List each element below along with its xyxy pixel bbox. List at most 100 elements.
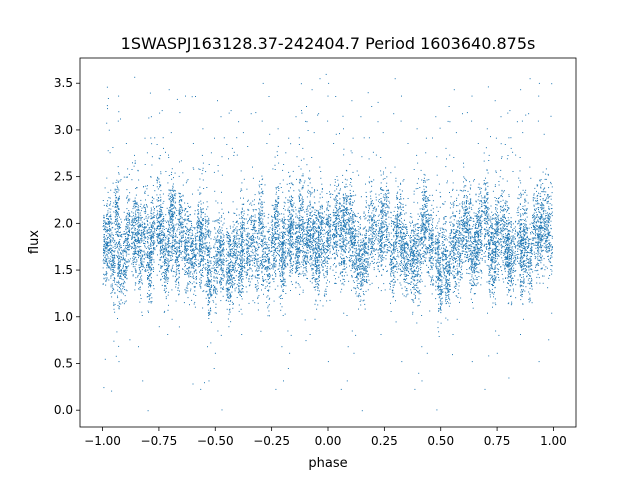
data-point xyxy=(240,190,241,192)
data-point xyxy=(132,212,134,214)
data-point xyxy=(271,250,273,252)
data-point xyxy=(111,283,113,285)
data-point xyxy=(213,277,215,279)
data-point xyxy=(159,217,161,219)
data-point xyxy=(169,200,171,202)
data-point xyxy=(264,268,266,270)
data-point xyxy=(254,199,255,201)
data-point xyxy=(243,203,245,205)
data-point xyxy=(116,213,118,215)
data-point xyxy=(137,209,139,211)
data-point xyxy=(178,255,180,257)
data-point xyxy=(155,206,157,208)
data-point xyxy=(226,268,227,270)
data-point xyxy=(140,256,142,258)
data-point xyxy=(214,236,216,238)
data-point xyxy=(159,249,161,251)
data-point xyxy=(268,261,270,263)
data-point xyxy=(178,226,180,228)
data-point xyxy=(233,151,235,153)
data-point xyxy=(149,273,151,275)
data-point xyxy=(164,260,166,262)
data-point xyxy=(240,291,242,293)
data-point xyxy=(262,206,264,208)
data-point xyxy=(157,221,159,222)
data-point xyxy=(266,270,268,272)
data-point xyxy=(268,282,270,284)
data-point xyxy=(171,199,173,201)
data-point xyxy=(169,243,171,244)
data-point xyxy=(166,274,168,276)
data-point xyxy=(231,255,233,257)
data-point xyxy=(247,221,249,223)
data-point xyxy=(254,216,256,218)
data-point xyxy=(146,206,148,208)
data-point xyxy=(113,222,115,224)
data-point xyxy=(234,267,236,269)
data-point xyxy=(233,231,235,233)
data-point xyxy=(184,208,186,210)
data-point xyxy=(171,270,173,272)
data-point xyxy=(276,200,278,202)
data-point xyxy=(119,247,121,249)
data-point xyxy=(185,255,187,257)
data-point xyxy=(234,277,235,279)
data-point xyxy=(134,212,136,214)
data-point xyxy=(256,288,258,290)
data-point xyxy=(223,235,225,237)
data-point xyxy=(149,222,151,224)
data-point xyxy=(175,281,177,283)
data-point xyxy=(214,289,216,291)
data-point xyxy=(236,154,238,156)
data-point xyxy=(225,290,227,292)
data-point xyxy=(158,259,160,261)
data-point xyxy=(263,281,264,282)
data-point xyxy=(190,235,192,237)
data-point xyxy=(267,269,269,271)
data-point xyxy=(229,236,231,238)
data-point xyxy=(159,234,161,236)
data-point xyxy=(247,257,248,258)
data-point xyxy=(111,274,113,276)
data-point xyxy=(246,258,248,260)
data-point xyxy=(217,165,219,166)
data-point xyxy=(242,217,243,219)
data-point xyxy=(214,137,215,139)
data-point xyxy=(172,241,174,243)
data-point xyxy=(216,293,218,295)
data-point xyxy=(115,234,117,235)
data-point xyxy=(169,210,171,212)
data-point xyxy=(125,216,127,218)
data-point xyxy=(177,265,179,267)
data-point xyxy=(106,235,108,237)
data-point xyxy=(159,241,161,243)
data-point xyxy=(115,193,117,195)
data-point xyxy=(118,242,120,244)
data-point xyxy=(216,253,218,255)
data-point xyxy=(126,253,128,255)
data-point xyxy=(218,222,220,224)
data-point xyxy=(114,188,116,190)
data-point xyxy=(265,248,266,250)
data-point xyxy=(143,227,145,228)
data-point xyxy=(215,288,217,290)
data-point xyxy=(112,279,114,281)
data-point xyxy=(153,247,155,248)
data-point xyxy=(171,254,173,256)
data-point xyxy=(227,279,229,281)
data-point xyxy=(103,220,104,222)
data-point xyxy=(138,346,139,348)
data-point xyxy=(172,229,174,231)
data-point xyxy=(202,268,203,270)
data-point xyxy=(210,281,212,283)
data-point xyxy=(185,248,187,250)
data-point xyxy=(261,250,263,252)
data-point xyxy=(104,251,106,253)
data-point xyxy=(271,235,273,237)
data-point xyxy=(263,212,265,214)
data-point xyxy=(227,242,229,244)
data-point xyxy=(159,241,161,243)
data-point xyxy=(123,303,125,305)
data-point xyxy=(119,261,121,263)
data-point xyxy=(252,300,254,302)
